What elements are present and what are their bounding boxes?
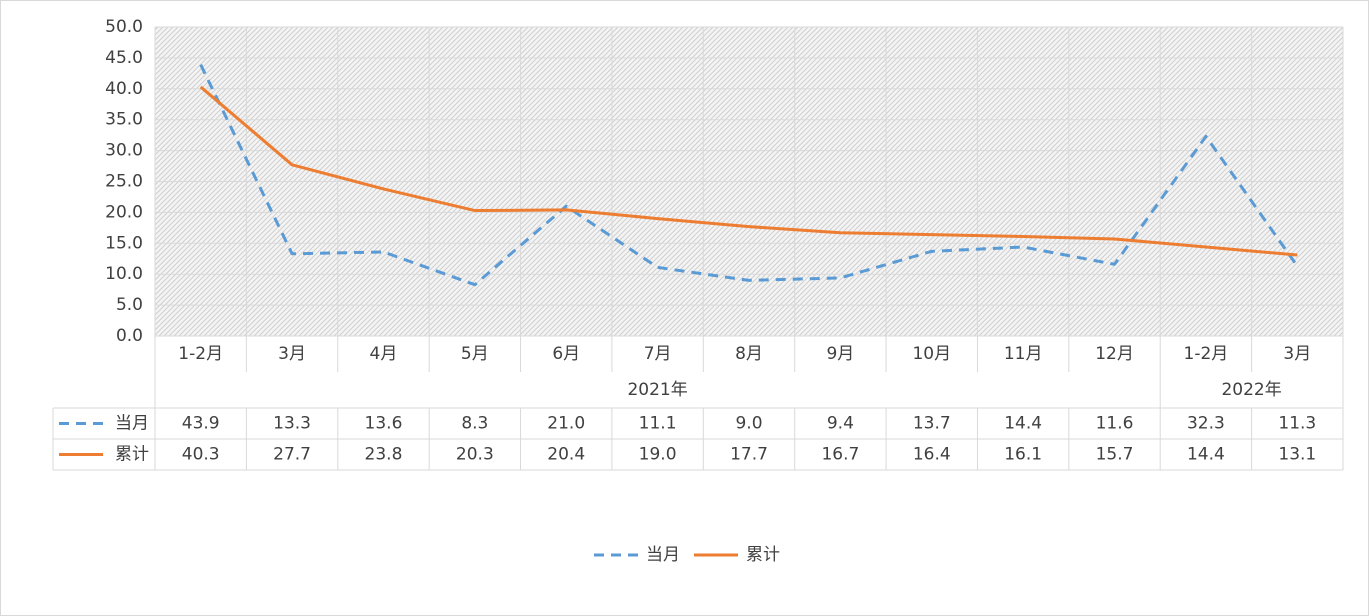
y-tick-label: 45.0: [105, 48, 143, 68]
x-tick-label: 4月: [370, 344, 398, 364]
table-value: 32.3: [1187, 414, 1225, 434]
x-tick-label: 9月: [826, 344, 854, 364]
group-label: 2021年: [627, 380, 687, 400]
legend-label: 累计: [746, 545, 780, 565]
table-value: 13.7: [913, 414, 951, 434]
table-value: 9.4: [827, 414, 854, 434]
y-tick-label: 20.0: [105, 202, 143, 222]
table-value: 14.4: [1004, 414, 1042, 434]
table-value: 14.4: [1187, 445, 1225, 465]
x-tick-label: 12月: [1095, 344, 1134, 364]
group-label: 2022年: [1221, 380, 1281, 400]
row-header: 累计: [115, 445, 149, 465]
x-tick-label: 3月: [278, 344, 306, 364]
y-tick-label: 5.0: [116, 295, 143, 315]
x-tick-label: 8月: [735, 344, 763, 364]
x-tick-label: 11月: [1004, 344, 1043, 364]
table-value: 11.3: [1278, 414, 1316, 434]
y-tick-label: 50.0: [105, 17, 143, 37]
row-header: 当月: [115, 414, 149, 434]
x-tick-label: 7月: [644, 344, 672, 364]
y-tick-label: 25.0: [105, 172, 143, 192]
table-value: 9.0: [735, 414, 762, 434]
series-line: [199, 64, 1299, 287]
x-tick-label: 3月: [1283, 344, 1311, 364]
table-value: 8.3: [461, 414, 488, 434]
table-value: 40.3: [182, 445, 220, 465]
table-value: 16.4: [913, 445, 951, 465]
table-value: 11.6: [1096, 414, 1134, 434]
y-tick-label: 10.0: [105, 264, 143, 284]
y-tick-label: 15.0: [105, 233, 143, 253]
table-value: 20.3: [456, 445, 494, 465]
y-tick-label: 35.0: [105, 110, 143, 130]
table-value: 17.7: [730, 445, 768, 465]
x-tick-label: 5月: [461, 344, 489, 364]
y-tick-label: 30.0: [105, 141, 143, 161]
table-value: 11.1: [639, 414, 677, 434]
legend-label: 当月: [646, 545, 680, 565]
table-value: 16.7: [821, 445, 859, 465]
y-tick-label: 40.0: [105, 79, 143, 99]
table-value: 27.7: [273, 445, 311, 465]
x-tick-label: 10月: [912, 344, 951, 364]
table-value: 13.1: [1278, 445, 1316, 465]
table-value: 23.8: [365, 445, 403, 465]
x-tick-label: 6月: [552, 344, 580, 364]
y-tick-label: 0.0: [116, 326, 143, 346]
table-value: 13.6: [365, 414, 403, 434]
table-value: 21.0: [547, 414, 585, 434]
table-value: 13.3: [273, 414, 311, 434]
table-value: 16.1: [1004, 445, 1042, 465]
x-tick-label: 1-2月: [1184, 344, 1229, 364]
series-line: [199, 85, 1298, 257]
table-value: 15.7: [1096, 445, 1134, 465]
table-value: 19.0: [639, 445, 677, 465]
table-value: 43.9: [182, 414, 220, 434]
x-tick-label: 1-2月: [178, 344, 223, 364]
table-value: 20.4: [547, 445, 585, 465]
